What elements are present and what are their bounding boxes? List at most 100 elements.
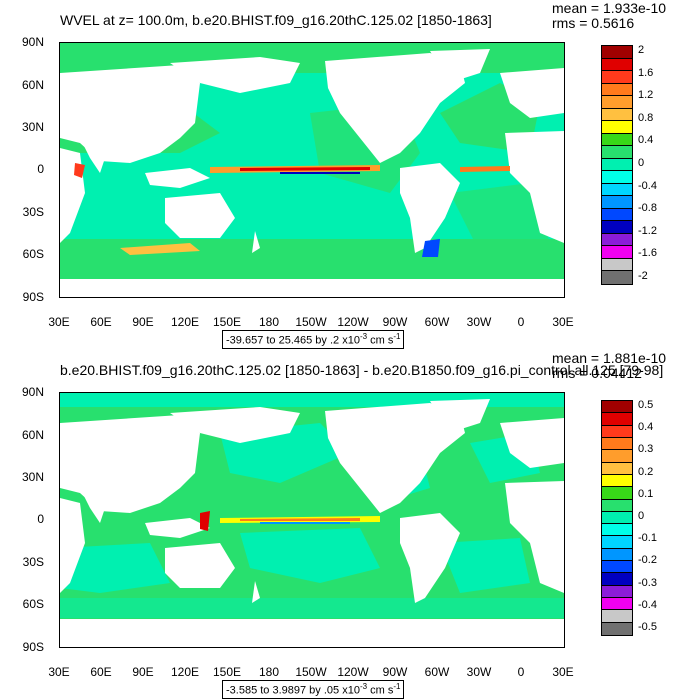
colorbar-swatch [602,196,632,209]
map-title: WVEL at z= 100.0m, b.e20.BHIST.f09_g16.2… [60,12,492,28]
lon-label: 60E [90,665,112,679]
land-africa-west [505,131,564,243]
colorbar-label: 1.2 [638,89,654,102]
lat-label: 30N [21,120,44,134]
lon-label: 120W [337,315,369,329]
ocean-band [240,528,380,583]
colorbar-labels: 0.5 0.4 0.3 0.2 0.1 0 -0.1 -0.2 -0.3 -0.4 -0.5 [638,399,678,634]
lon-label: 30W [466,665,492,679]
land-australia [165,193,235,238]
land-south-america [400,163,460,253]
colorbar-swatch [602,524,632,537]
colorbar-label: -2 [638,269,648,282]
contour-range-box: -3.585 to 3.9897 by .05 x10-3 cm s-1 [222,680,405,699]
colorbar-swatch [602,108,632,122]
lat-label: 60S [22,597,44,611]
land-siberia [170,407,300,443]
land-south-america [400,513,460,603]
colorbar-label: -0.3 [638,576,657,589]
equatorial-signal [260,522,350,524]
colorbar-swatch [602,401,632,414]
colorbar-swatch [602,83,632,97]
colorbar-swatch [602,499,632,512]
lon-label: 30E [552,665,574,679]
colorbar-swatch [602,46,632,59]
colorbar-label: 0 [638,510,645,522]
range-unit-exponent: -1 [393,682,401,691]
land-antarctica [60,279,564,297]
colorbar [601,400,633,636]
map-plot-area [59,42,565,298]
colorbar-swatch [602,158,632,172]
land-indonesia [145,168,210,188]
colorbar-swatch [602,58,632,72]
lat-label: 60N [21,78,44,92]
land-indonesia [145,518,210,538]
land-india [80,488,110,523]
lon-label: 60E [90,315,112,329]
colorbar-swatch [602,208,632,222]
range-text: -39.657 to 25.465 by .2 x10 [226,334,360,347]
lat-label: 0 [37,512,44,526]
coastal-signal [74,163,85,178]
ocean-band [60,598,564,618]
lon-label: 150W [295,315,327,329]
colorbar-labels: 2 1.6 1.2 0.8 0.4 0 -0.4 -0.8 -1.2 -1.6 -2 [638,44,678,283]
coastal-signal [422,239,440,257]
colorbar-swatch [602,450,632,463]
colorbar-swatch [602,487,632,500]
land-north-america [325,403,465,513]
ocean-band [440,538,530,593]
lon-label: 150W [295,665,327,679]
colorbar-label: 0.5 [638,399,654,412]
colorbar-swatch [602,437,632,451]
lon-label: 30E [48,665,70,679]
lon-label: 180 [258,315,280,329]
land-africa-east [60,498,85,593]
map-title: b.e20.BHIST.f09_g16.20thC.125.02 [1850-1… [60,362,664,378]
lat-label: 90N [21,35,44,49]
colorbar-label: 0.8 [638,111,654,124]
land-asia [60,65,200,163]
colorbar-swatch [602,462,632,475]
colorbar-swatch [602,413,632,426]
lon-label: 90W [382,665,408,679]
colorbar-swatch [602,271,632,284]
mean-label: mean = 1.881e-10 [552,350,667,366]
coastal-signal [120,243,200,255]
colorbar-label: 0.2 [638,465,654,478]
difference-map [60,393,564,647]
colorbar-label: 0.3 [638,443,654,456]
colorbar-label: 0.4 [638,134,654,147]
colorbar-swatch [602,221,632,234]
range-unit: cm s [367,684,394,697]
lat-label: 90N [21,385,44,399]
rms-label: rms = 0.5616 [552,15,635,31]
colorbar-swatch [602,598,632,611]
lon-label: 60W [424,315,450,329]
colorbar-swatch [602,610,632,623]
colorbar-swatch [602,258,632,272]
colorbar [601,45,633,285]
map-plot-area [59,392,565,648]
colorbar-swatch [602,96,632,109]
land-europe [500,68,564,118]
lon-label: 120E [170,315,200,329]
colorbar-label: -0.8 [638,202,657,215]
range-exponent: -3 [359,332,368,341]
land-antarctica [60,619,564,647]
land-new-zealand [252,231,260,253]
colorbar-label: -0.4 [638,598,657,611]
lon-label: 150E [212,665,242,679]
colorbar-label: -0.1 [638,532,657,545]
range-unit: cm s [367,334,394,347]
colorbar-swatch [602,171,632,184]
colorbar-swatch [602,585,632,598]
colorbar-label: 0.1 [638,487,654,500]
colorbar-swatch [602,474,632,488]
colorbar-swatch [602,133,632,147]
lon-label: 120W [337,665,369,679]
land-new-zealand [252,581,260,603]
colorbar-swatch [602,622,632,635]
ocean-map [60,43,564,297]
